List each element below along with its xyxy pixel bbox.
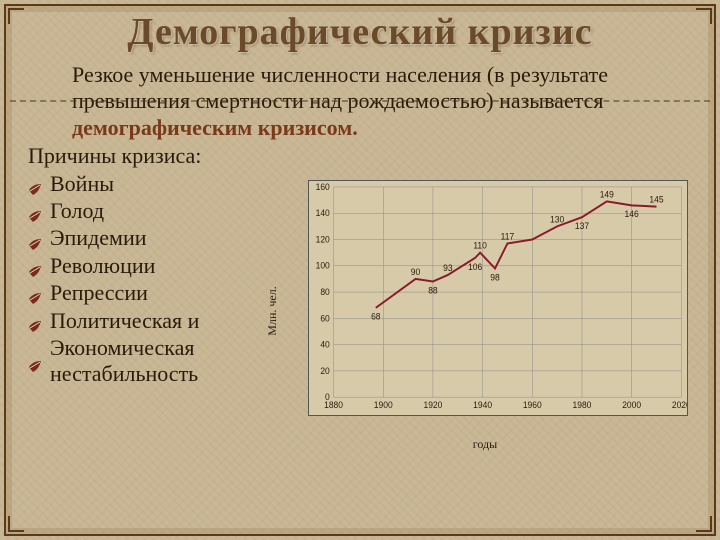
svg-text:88: 88 <box>428 285 438 295</box>
svg-text:1940: 1940 <box>473 399 492 409</box>
chart-plot-area: 0204060801001201401601880190019201940196… <box>308 180 688 416</box>
svg-text:160: 160 <box>316 181 330 191</box>
population-chart: Млн. чел. 020406080100120140160188019001… <box>278 176 692 446</box>
svg-text:60: 60 <box>320 313 330 323</box>
svg-text:140: 140 <box>316 208 330 218</box>
svg-text:68: 68 <box>371 311 381 321</box>
svg-text:1900: 1900 <box>374 399 393 409</box>
svg-text:2020: 2020 <box>672 399 687 409</box>
svg-text:130: 130 <box>550 214 564 224</box>
svg-text:100: 100 <box>316 260 330 270</box>
svg-text:20: 20 <box>320 365 330 375</box>
svg-text:149: 149 <box>600 189 614 199</box>
corner-ornament <box>8 516 24 532</box>
svg-text:1920: 1920 <box>423 399 442 409</box>
corner-ornament <box>696 8 712 24</box>
chart-x-label: годы <box>473 437 497 451</box>
svg-text:146: 146 <box>625 209 639 219</box>
chart-y-label: Млн. чел. <box>265 286 279 335</box>
svg-text:137: 137 <box>575 220 589 230</box>
svg-text:110: 110 <box>473 240 487 250</box>
svg-text:98: 98 <box>490 272 500 282</box>
svg-text:1880: 1880 <box>324 399 343 409</box>
svg-text:117: 117 <box>501 231 515 241</box>
svg-text:1960: 1960 <box>523 399 542 409</box>
svg-text:90: 90 <box>411 266 421 276</box>
svg-text:93: 93 <box>443 262 453 272</box>
svg-text:145: 145 <box>649 194 663 204</box>
chart-svg: 0204060801001201401601880190019201940196… <box>309 181 687 415</box>
svg-text:80: 80 <box>320 286 330 296</box>
corner-ornament <box>8 8 24 24</box>
corner-ornament <box>696 516 712 532</box>
svg-text:120: 120 <box>316 234 330 244</box>
svg-text:40: 40 <box>320 339 330 349</box>
svg-text:1980: 1980 <box>573 399 592 409</box>
svg-text:106: 106 <box>468 261 482 271</box>
svg-text:2000: 2000 <box>622 399 641 409</box>
divider <box>10 100 710 102</box>
